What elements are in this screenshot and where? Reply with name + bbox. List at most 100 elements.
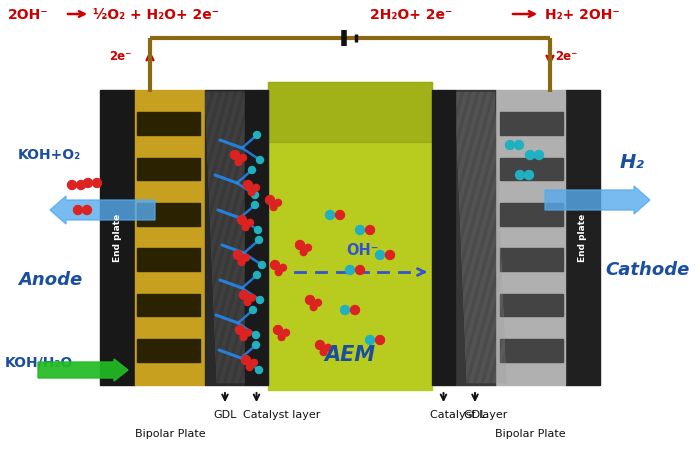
Bar xyxy=(137,339,200,362)
Circle shape xyxy=(256,297,263,304)
Circle shape xyxy=(326,211,335,219)
FancyArrow shape xyxy=(545,186,650,214)
Bar xyxy=(137,112,200,135)
Circle shape xyxy=(365,225,375,235)
Circle shape xyxy=(234,250,242,260)
Circle shape xyxy=(242,224,249,231)
Circle shape xyxy=(235,159,242,165)
Text: Catalyst layer: Catalyst layer xyxy=(430,410,508,420)
Bar xyxy=(500,203,563,226)
Text: 2e⁻: 2e⁻ xyxy=(555,50,578,63)
Circle shape xyxy=(256,157,263,164)
Circle shape xyxy=(74,206,83,214)
Text: Catalyst layer: Catalyst layer xyxy=(243,410,320,420)
Bar xyxy=(137,203,200,226)
Bar xyxy=(100,90,135,385)
Text: KOH/H₂O: KOH/H₂O xyxy=(5,355,74,369)
Bar xyxy=(500,294,563,316)
Circle shape xyxy=(515,170,524,180)
Circle shape xyxy=(386,250,395,260)
Bar xyxy=(135,90,205,385)
Text: Bipolar Plate: Bipolar Plate xyxy=(495,429,566,439)
FancyArrow shape xyxy=(50,196,155,224)
Circle shape xyxy=(305,296,314,304)
Bar xyxy=(500,339,563,362)
Text: 2OH⁻: 2OH⁻ xyxy=(8,8,48,22)
Circle shape xyxy=(240,334,247,340)
Circle shape xyxy=(253,272,260,279)
Text: 2e⁻: 2e⁻ xyxy=(110,50,132,63)
Circle shape xyxy=(251,359,258,366)
Text: Bipolar Plate: Bipolar Plate xyxy=(134,429,205,439)
Bar xyxy=(500,248,563,271)
Circle shape xyxy=(241,355,251,365)
Circle shape xyxy=(246,219,253,226)
Circle shape xyxy=(320,349,327,356)
Circle shape xyxy=(356,225,365,235)
Bar xyxy=(500,112,563,135)
Circle shape xyxy=(300,249,307,255)
Circle shape xyxy=(253,184,260,191)
Circle shape xyxy=(249,306,256,314)
Circle shape xyxy=(270,204,277,211)
Circle shape xyxy=(248,166,256,174)
Text: AEM: AEM xyxy=(324,345,376,365)
Circle shape xyxy=(245,329,251,336)
Circle shape xyxy=(505,140,514,150)
Circle shape xyxy=(375,250,384,260)
Circle shape xyxy=(304,244,312,251)
Bar xyxy=(455,90,495,385)
Circle shape xyxy=(265,195,274,205)
Bar xyxy=(245,90,268,385)
Circle shape xyxy=(315,299,321,306)
Circle shape xyxy=(83,178,92,188)
Bar xyxy=(495,90,565,385)
Circle shape xyxy=(278,334,285,340)
Circle shape xyxy=(67,181,76,189)
Text: H₂+ 2OH⁻: H₂+ 2OH⁻ xyxy=(545,8,620,22)
Text: ½O₂ + H₂O+ 2e⁻: ½O₂ + H₂O+ 2e⁻ xyxy=(93,8,219,22)
Text: KOH+O₂: KOH+O₂ xyxy=(18,148,81,162)
Circle shape xyxy=(524,170,533,180)
Circle shape xyxy=(248,294,256,301)
Circle shape xyxy=(351,305,360,315)
Circle shape xyxy=(248,189,255,195)
Text: 2H₂O+ 2e⁻: 2H₂O+ 2e⁻ xyxy=(370,8,452,22)
Circle shape xyxy=(310,304,317,310)
Text: GDL: GDL xyxy=(463,410,486,420)
Circle shape xyxy=(340,305,349,315)
Circle shape xyxy=(325,344,332,351)
Circle shape xyxy=(244,299,251,305)
Circle shape xyxy=(258,261,265,268)
Bar xyxy=(137,294,200,316)
Circle shape xyxy=(235,326,244,334)
Circle shape xyxy=(526,151,535,159)
Circle shape xyxy=(230,151,239,159)
Circle shape xyxy=(274,326,283,334)
Circle shape xyxy=(76,181,85,189)
Circle shape xyxy=(514,140,524,150)
Bar xyxy=(268,82,432,142)
Circle shape xyxy=(253,341,260,348)
Circle shape xyxy=(83,206,92,214)
Circle shape xyxy=(239,154,246,161)
Circle shape xyxy=(256,366,262,373)
Text: End plate: End plate xyxy=(578,213,587,261)
Circle shape xyxy=(346,266,354,274)
Bar xyxy=(565,90,600,385)
Circle shape xyxy=(251,192,258,199)
Text: End plate: End plate xyxy=(113,213,122,261)
Circle shape xyxy=(92,178,102,188)
Circle shape xyxy=(295,241,304,249)
Circle shape xyxy=(253,132,260,139)
Circle shape xyxy=(253,332,260,339)
Circle shape xyxy=(270,261,279,269)
Circle shape xyxy=(316,340,325,349)
Text: Cathode: Cathode xyxy=(605,261,690,279)
Circle shape xyxy=(375,335,384,345)
Bar xyxy=(432,90,455,385)
Circle shape xyxy=(275,269,282,275)
Bar xyxy=(268,82,432,390)
Bar xyxy=(137,248,200,271)
Text: H₂: H₂ xyxy=(620,152,645,171)
